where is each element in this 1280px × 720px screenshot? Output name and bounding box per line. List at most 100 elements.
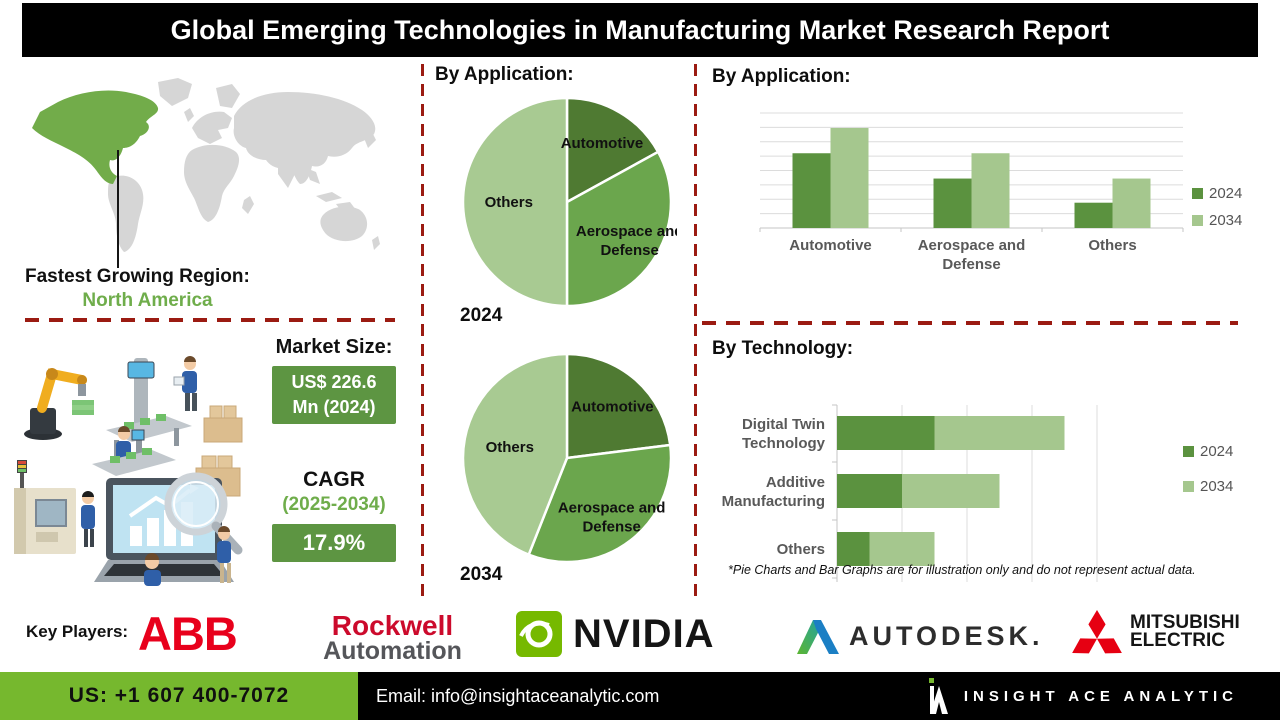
- autodesk-a-icon: [797, 620, 839, 654]
- divider-dashed-right: [702, 321, 1238, 325]
- region-se-asia: [306, 168, 320, 184]
- rockwell-automation-logo: Rockwell Automation: [300, 612, 485, 665]
- continent-australia: [320, 206, 368, 242]
- brand-name: INSIGHT ACE ANALYTIC: [963, 687, 1238, 705]
- bar-digital-twin-technology-2024: [837, 416, 935, 450]
- autodesk-logo-text: AUTODESK.: [849, 620, 1044, 651]
- pie-slice-others: [461, 352, 569, 557]
- bar-aerospace-and-defense-2034: [971, 153, 1010, 228]
- worker-at-kiosk: [92, 426, 176, 476]
- bar-additive-manufacturing-2034: [902, 474, 1000, 508]
- bar-others-2034: [1112, 178, 1151, 228]
- mitsubishi-logo-line1: MITSUBISHI: [1130, 611, 1240, 633]
- report-title-banner: Global Emerging Technologies in Manufact…: [22, 3, 1258, 57]
- bar-automotive-2024: [792, 153, 831, 228]
- legend-label-2024: 2024: [1200, 443, 1233, 460]
- cagr-value-box: 17.9%: [272, 524, 396, 562]
- category-label-digital-twin-technology: Digital Twin Technology: [742, 416, 826, 452]
- continent-asia: [233, 92, 376, 184]
- legend-label-2034: 2034: [1200, 478, 1233, 495]
- legend-swatch-2034: [1192, 215, 1203, 226]
- island-japan: [364, 132, 376, 148]
- mitsubishi-logo-line2: ELECTRIC: [1130, 630, 1225, 651]
- bar-automotive-2034: [830, 127, 869, 228]
- cardboard-boxes: [195, 405, 243, 497]
- brand-lockup: INSIGHT ACE ANALYTIC: [926, 678, 1238, 714]
- region-scandinavia: [216, 84, 240, 108]
- pie-slice-label-others: Others: [485, 194, 533, 211]
- fastest-growing-region-value: North America: [82, 290, 213, 311]
- nvidia-eye-icon: [516, 611, 562, 657]
- divider-dashed-vertical-1: [421, 64, 424, 598]
- pie-slice-automotive: [565, 96, 660, 205]
- pie-slice-label-automotive: Automotive: [561, 135, 644, 152]
- cagr-period: (2025-2034): [282, 494, 386, 515]
- continent-south-america: [108, 175, 144, 252]
- island-madagascar: [242, 196, 254, 214]
- rockwell-logo-line2: Automation: [323, 636, 462, 665]
- island-indonesia-1: [316, 192, 342, 202]
- pie-slice-label-aerospace-and-defense: Aerospace and Defense: [558, 500, 666, 536]
- market-size-line2: Mn (2024): [292, 397, 376, 417]
- worker-at-machine: [81, 491, 95, 547]
- market-size-value-box: US$ 226.6 Mn (2024): [272, 366, 396, 424]
- pie-chart-2024: Automotive Aerospace and Defense Others: [461, 96, 677, 308]
- bar-additive-manufacturing-2024: [837, 474, 902, 508]
- pie-slice-aerospace-and-defense: [565, 150, 673, 308]
- continent-africa: [184, 144, 240, 222]
- island-new-zealand: [372, 236, 380, 250]
- market-size-line1: US$ 226.6: [291, 371, 377, 392]
- legend-swatch-2034: [1183, 481, 1194, 492]
- email-address: Email: info@insightaceanalytic.com: [376, 685, 660, 706]
- divider-dashed-vertical-2: [694, 64, 697, 598]
- autodesk-logo: AUTODESK.: [795, 616, 1044, 656]
- category-label-aerospace-and-defense: Aerospace and Defense: [918, 237, 1026, 273]
- nvidia-logo: NVIDIA: [515, 610, 715, 658]
- bar-chart-application: Automotive Aerospace and Defense Others 2024…: [759, 112, 1242, 273]
- mitsubishi-electric-logo: MITSUBISHI ELECTRIC: [1072, 610, 1240, 654]
- map-callout-line: [117, 150, 119, 268]
- market-size-label: Market Size:: [275, 336, 393, 358]
- legend-swatch-2024: [1183, 446, 1194, 457]
- legend-label-2034: 2034: [1209, 212, 1242, 229]
- continent-north-america-highlighted: [32, 90, 159, 184]
- phone-number: US: +1 607 400-7072: [68, 684, 290, 707]
- pie-slice-label-aerospace-and-defense: Aerospace and Defense: [576, 223, 677, 259]
- manufacturing-illustration: [14, 356, 243, 586]
- category-label-automotive: Automotive: [789, 237, 872, 254]
- pie-slice-aerospace-and-defense: [527, 443, 673, 564]
- nvidia-logo-text: NVIDIA: [573, 611, 715, 656]
- bar-others-2024: [837, 532, 870, 566]
- page-title: Global Emerging Technologies in Manufact…: [170, 14, 1110, 45]
- key-players-label: Key Players:: [26, 622, 129, 641]
- pie-slice-others: [461, 96, 569, 308]
- mitsubishi-logo-text: MITSUBISHI ELECTRIC: [1130, 611, 1240, 651]
- abb-logo: ABB: [138, 607, 238, 660]
- insightace-logo-icon: [928, 678, 948, 714]
- legend-swatch-2024: [1192, 188, 1203, 199]
- divider-dashed-left: [25, 318, 395, 322]
- bar-aerospace-and-defense-2024: [933, 178, 972, 228]
- category-label-others: Others: [1088, 237, 1136, 254]
- pie-chart-2034: Automotive Aerospace and Defense Others: [461, 352, 673, 564]
- bar-chart-technology: Digital Twin Technology Additive Manufactur…: [722, 404, 1233, 582]
- pie-slice-label-automotive: Automotive: [571, 399, 654, 416]
- pie-slice-automotive: [565, 352, 672, 460]
- bar-others-2034: [869, 532, 935, 566]
- bar-application-title: By Application:: [712, 66, 851, 87]
- mitsubishi-diamonds-icon: [1072, 610, 1122, 654]
- footer-bar: US: +1 607 400-7072 Email: info@insighta…: [0, 672, 1280, 720]
- continent-greenland: [158, 78, 192, 106]
- island-uk: [184, 108, 194, 122]
- bar-technology-title: By Technology:: [712, 338, 854, 359]
- cnc-machine: [14, 460, 76, 554]
- worker-with-tablet: [173, 356, 197, 411]
- category-label-additive-manufacturing: Additive Manufacturing: [722, 474, 825, 510]
- disclaimer-note: *Pie Charts and Bar Graphs are for illus…: [728, 563, 1196, 577]
- worker-seated: [144, 553, 161, 586]
- continent-europe: [192, 111, 232, 144]
- bar-others-2024: [1074, 202, 1113, 228]
- pie-slice-label-others: Others: [486, 439, 534, 456]
- worker-standing-right: [217, 526, 231, 583]
